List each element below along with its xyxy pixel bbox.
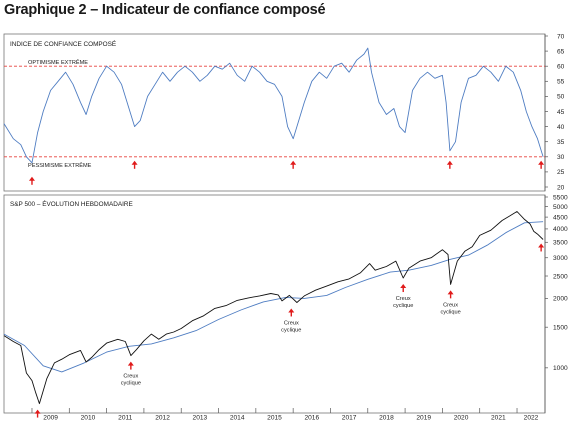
x-tick-label: 2020 — [454, 415, 469, 421]
top-y-tick-label: 55 — [557, 79, 565, 86]
top-y-tick-label: 45 — [557, 109, 565, 116]
annotation-label-line: Creux — [284, 320, 299, 326]
sp500-weekly-line — [3, 211, 544, 405]
series-lines — [3, 47, 544, 405]
bottom-y-tick-label: 4500 — [553, 214, 568, 221]
bottom-y-tick-label: 3000 — [553, 255, 568, 262]
top-y-tick-label: 35 — [557, 139, 565, 146]
top-y-ticks: 20 25 30 35 40 45 50 55 60 65 70 — [545, 33, 565, 191]
figure-title: Graphique 2 – Indicateur de confiance co… — [4, 2, 326, 18]
bottom-y-tick-label: 3500 — [553, 240, 568, 247]
sp500-moving-average-line — [3, 221, 544, 373]
top-y-tick-label: 60 — [557, 64, 565, 71]
top-y-tick-label: 20 — [557, 184, 565, 191]
bottom-y-tick-label: 1000 — [553, 365, 568, 372]
x-tick-label: 2019 — [416, 415, 431, 421]
bottom-y-tick-label: 2000 — [553, 296, 568, 303]
annotation-label-line: cyclique — [121, 381, 141, 387]
top-y-tick-label: 70 — [557, 33, 565, 40]
x-tick-label: 2021 — [491, 415, 506, 421]
bottom-trough-arrow — [400, 284, 407, 289]
bottom-y-tick-label: 1500 — [553, 325, 568, 332]
bottom-panel-frame — [3, 194, 546, 414]
top-y-tick-label: 25 — [557, 169, 565, 176]
x-tick-label: 2012 — [155, 415, 170, 421]
bottom-trough-arrow — [288, 308, 295, 313]
bottom-y-tick-label: 5000 — [553, 204, 568, 211]
top-panel-title: INDICE DE CONFIANCE COMPOSÉ — [10, 39, 116, 48]
x-tick-label: 2010 — [81, 415, 96, 421]
top-trough-arrow — [28, 176, 35, 181]
bottom-y-tick-label: 5500 — [553, 194, 568, 201]
optimism-label: OPTIMISME EXTRÊME — [28, 58, 88, 66]
top-trough-arrow — [538, 160, 545, 165]
annotation-label-line: Creux — [123, 374, 138, 380]
annotation-label-line: Creux — [396, 296, 411, 302]
top-trough-arrow — [446, 160, 453, 165]
annotation-label-line: cyclique — [393, 303, 413, 309]
x-tick-label: 2018 — [379, 415, 394, 421]
top-y-tick-label: 50 — [557, 94, 565, 101]
x-tick-label: 2015 — [267, 415, 282, 421]
bottom-latest-arrow — [538, 243, 545, 248]
x-tick-label: 2022 — [524, 415, 539, 421]
bottom-trough-arrow — [34, 409, 41, 414]
x-tick-label: 2013 — [193, 415, 208, 421]
top-y-tick-label: 65 — [557, 48, 565, 55]
top-y-tick-label: 40 — [557, 124, 565, 131]
bottom-trough-arrow — [127, 361, 134, 366]
x-tick-label: 2017 — [342, 415, 357, 421]
bottom-y-tick-label: 2500 — [553, 273, 568, 280]
annotation-label-line: Creux — [443, 302, 458, 308]
x-ticks: 2009 2010 2011 2012 2013 2014 2015 2016 2017 2018… — [31, 408, 539, 421]
trough-arrows — [28, 160, 545, 418]
top-y-tick-label: 30 — [557, 154, 565, 161]
bottom-y-tick-label: 4000 — [553, 226, 568, 233]
top-trough-arrow — [290, 160, 297, 165]
bottom-trough-arrow — [447, 290, 454, 295]
trough-annotations: Creux structurelCreuxcycliqueCreuxcycliq… — [121, 296, 461, 387]
confidence-index-line — [3, 47, 544, 164]
x-tick-label: 2016 — [304, 415, 319, 421]
x-tick-label: 2011 — [118, 415, 133, 421]
bottom-y-ticks: 1000 1500 2000 2500 3000 3500 4000 4500 5000 5500 — [545, 194, 568, 372]
annotation-label-line: cyclique — [281, 327, 301, 333]
pessimism-label: PESSIMISME EXTRÊME — [28, 161, 92, 169]
x-tick-label: 2009 — [43, 415, 58, 421]
top-trough-arrow — [131, 160, 138, 165]
x-tick-label: 2014 — [230, 415, 245, 421]
bottom-panel-title: S&P 500 – ÉVOLUTION HEBDOMADAIRE — [10, 199, 133, 208]
annotation-label-line: cyclique — [440, 309, 460, 315]
